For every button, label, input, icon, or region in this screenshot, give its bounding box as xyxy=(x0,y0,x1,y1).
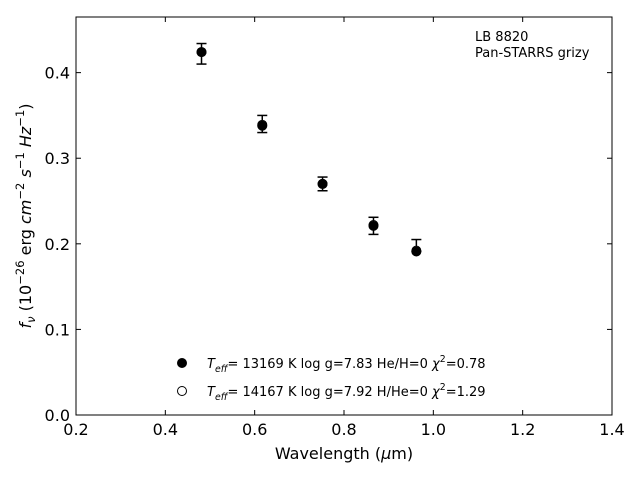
x-tick-label: 0.2 xyxy=(63,420,88,439)
y-tick-label: 0.4 xyxy=(45,64,70,83)
plot-frame xyxy=(75,16,613,416)
x-tick-label: 0.4 xyxy=(153,420,178,439)
filled-circle-point xyxy=(368,220,379,231)
legend-entry-1: Teff= 13169 K log g=7.83 He/H=0 χ2=0.78 xyxy=(207,354,486,375)
error-bars xyxy=(196,42,422,253)
x-tick-label: 1.0 xyxy=(421,420,446,439)
x-tick-label: 1.2 xyxy=(510,420,535,439)
object-name-annotation: LB 8820 xyxy=(475,30,528,45)
legend: Teff= 13169 K log g=7.83 He/H=0 χ2=0.78 … xyxy=(177,354,486,403)
x-axis-title: Wavelength (μm) xyxy=(275,444,413,463)
x-tick-label: 1.4 xyxy=(599,420,624,439)
survey-annotation: Pan-STARRS grizy xyxy=(475,46,590,61)
filled-circle-point xyxy=(196,47,207,58)
y-tick-label: 0.0 xyxy=(45,406,70,425)
legend-marker-open xyxy=(177,386,187,396)
y-tick-label: 0.2 xyxy=(45,235,70,254)
data-points xyxy=(196,47,422,257)
y-tick-label: 0.1 xyxy=(45,320,70,339)
x-tick-label: 0.6 xyxy=(242,420,267,439)
filled-circle-point xyxy=(257,120,268,131)
y-axis-title: fν (10−26 erg cm−2 s−1 Hz−1) xyxy=(13,103,38,328)
x-tick-label: 0.8 xyxy=(331,420,356,439)
x-ticks: 0.2 0.4 0.6 0.8 1.0 1.2 1.4 xyxy=(63,17,625,439)
filled-circle-point xyxy=(411,246,422,257)
filled-circle-point xyxy=(317,178,328,189)
y-tick-label: 0.3 xyxy=(45,149,70,168)
legend-marker-filled xyxy=(177,358,187,368)
legend-entry-2: Teff= 14167 K log g=7.92 H/He=0 χ2=1.29 xyxy=(207,382,486,403)
y-ticks: 0.0 0.1 0.2 0.3 0.4 xyxy=(45,64,612,425)
